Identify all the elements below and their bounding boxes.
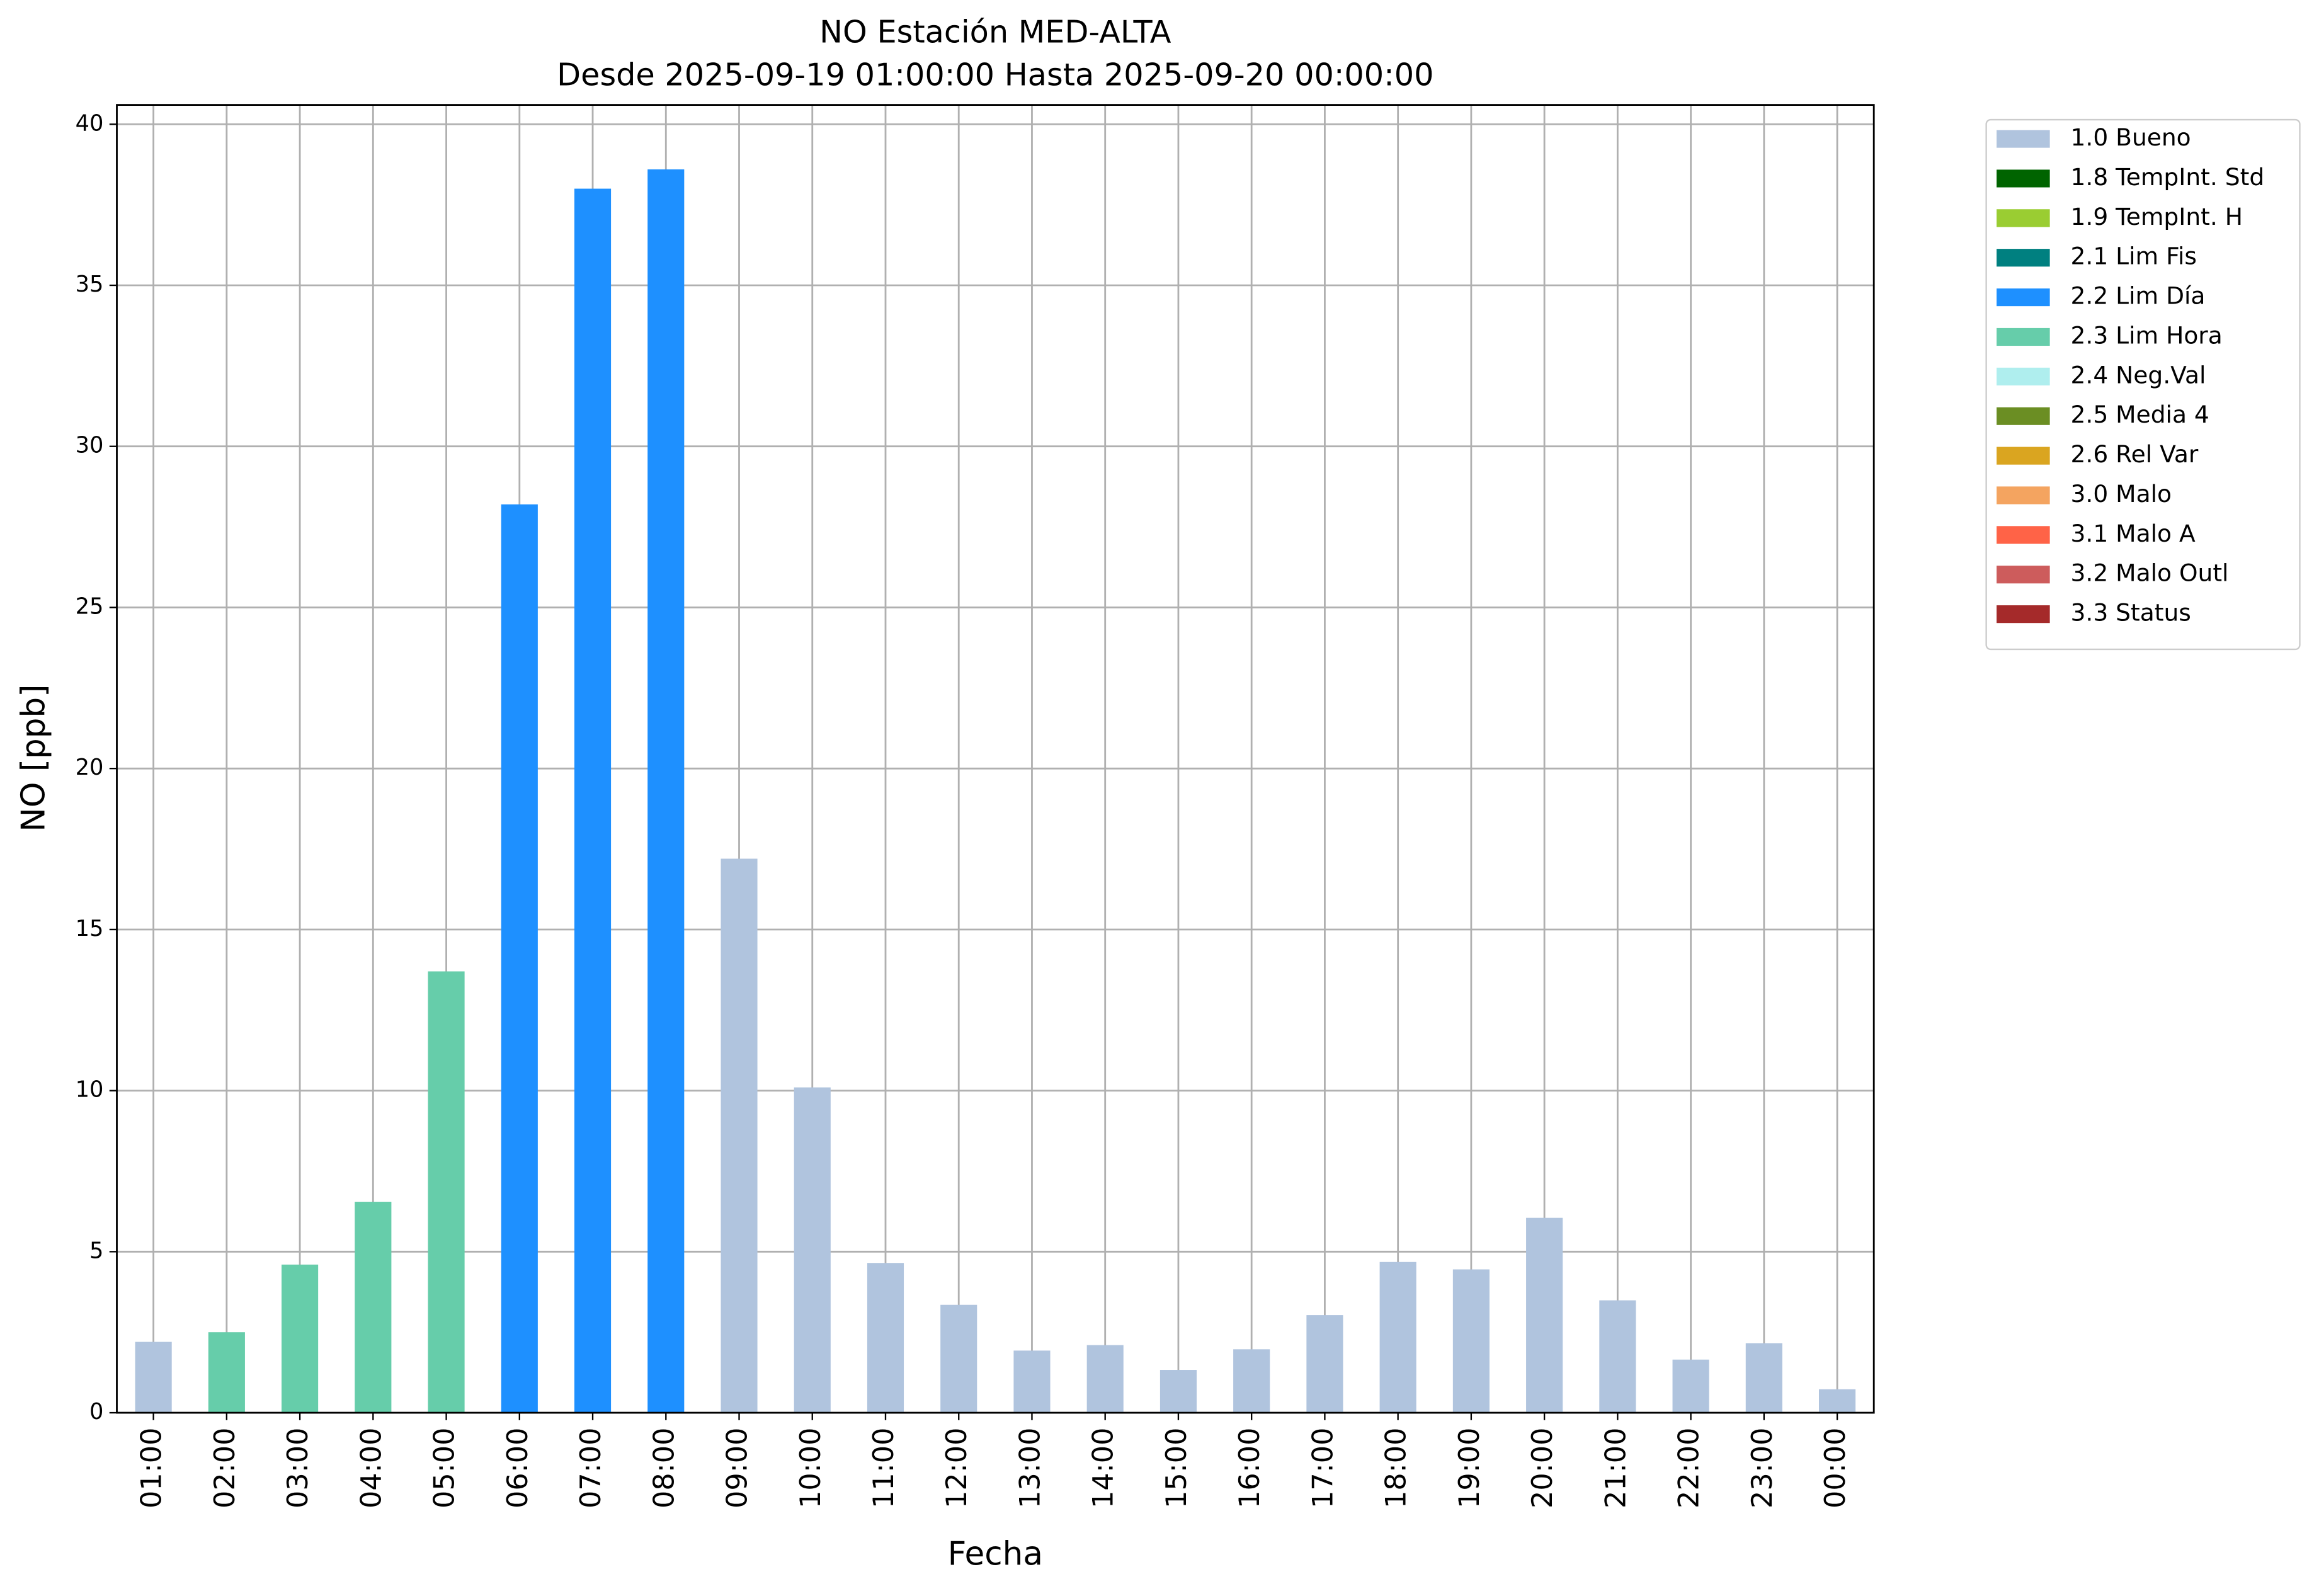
- bar: [135, 1342, 172, 1413]
- y-tick-label: 40: [76, 110, 104, 136]
- x-tick-label: 15:00: [1160, 1428, 1193, 1508]
- bar: [647, 169, 685, 1413]
- legend-label: 1.8 TempInt. Std: [2071, 163, 2265, 191]
- x-tick-label: 04:00: [355, 1428, 387, 1508]
- legend-swatch: [1997, 486, 2050, 504]
- legend-label: 3.0 Malo: [2071, 480, 2172, 508]
- legend-swatch: [1997, 249, 2050, 267]
- bar: [1160, 1370, 1197, 1413]
- legend-swatch: [1997, 367, 2050, 385]
- x-tick-label: 18:00: [1380, 1428, 1413, 1508]
- x-tick-label: 17:00: [1306, 1428, 1339, 1508]
- legend-label: 2.2 Lim Día: [2071, 282, 2206, 310]
- bar: [1013, 1350, 1051, 1413]
- y-tick-label: 5: [89, 1238, 103, 1263]
- x-tick-label: 00:00: [1819, 1428, 1852, 1508]
- x-tick-label: 09:00: [721, 1428, 754, 1508]
- legend-label: 3.3 Status: [2071, 599, 2191, 627]
- bar: [1672, 1359, 1709, 1413]
- legend-swatch: [1997, 169, 2050, 188]
- legend-swatch: [1997, 288, 2050, 307]
- bar: [574, 188, 612, 1413]
- legend-swatch: [1997, 526, 2050, 544]
- x-tick-label: 07:00: [574, 1428, 607, 1508]
- x-tick-label: 06:00: [501, 1428, 534, 1508]
- y-tick-label: 35: [76, 271, 104, 297]
- bar: [867, 1263, 904, 1413]
- x-tick-label: 08:00: [647, 1428, 680, 1508]
- x-tick-label: 10:00: [794, 1428, 827, 1508]
- x-tick-label: 16:00: [1233, 1428, 1266, 1508]
- bar: [1306, 1315, 1343, 1413]
- legend-label: 2.5 Media 4: [2071, 401, 2209, 428]
- plot-frame: [116, 104, 1875, 1414]
- x-axis-label: Fecha: [948, 1536, 1043, 1573]
- legend-label: 1.0 Bueno: [2071, 123, 2191, 151]
- bar: [721, 858, 758, 1413]
- legend-swatch: [1997, 566, 2050, 584]
- legend-swatch: [1997, 605, 2050, 624]
- legend-label: 1.9 TempInt. H: [2071, 203, 2243, 231]
- x-tick-label: 21:00: [1599, 1428, 1632, 1508]
- x-tick-label: 05:00: [428, 1428, 461, 1508]
- legend-box: [1985, 118, 2301, 651]
- y-axis-label: NO [ppb]: [14, 685, 52, 832]
- legend-label: 2.6 Rel Var: [2071, 440, 2199, 468]
- legend-label: 2.3 Lim Hora: [2071, 321, 2223, 349]
- legend-label: 2.1 Lim Fis: [2071, 242, 2197, 270]
- legend-swatch: [1997, 407, 2050, 425]
- x-tick-label: 14:00: [1087, 1428, 1120, 1508]
- bar: [208, 1332, 245, 1413]
- chart-title: NO Estación MED-ALTA: [819, 13, 1171, 50]
- y-tick-label: 15: [76, 916, 104, 942]
- x-tick-label: 20:00: [1526, 1428, 1559, 1508]
- legend-swatch: [1997, 328, 2050, 346]
- x-tick-label: 23:00: [1746, 1428, 1779, 1508]
- x-tick-label: 11:00: [867, 1428, 900, 1508]
- y-tick-label: 30: [76, 433, 104, 459]
- x-tick-label: 02:00: [208, 1428, 241, 1508]
- bar: [1745, 1343, 1782, 1413]
- x-tick-label: 19:00: [1453, 1428, 1486, 1508]
- bar: [1086, 1345, 1124, 1413]
- bar: [1526, 1217, 1563, 1413]
- legend-swatch: [1997, 130, 2050, 148]
- bar: [355, 1202, 392, 1413]
- bar: [1233, 1349, 1270, 1413]
- legend-swatch: [1997, 447, 2050, 465]
- y-tick-label: 20: [76, 755, 104, 780]
- bar: [1819, 1389, 1856, 1413]
- y-tick-label: 25: [76, 593, 104, 619]
- bar: [501, 504, 538, 1413]
- bar: [428, 971, 465, 1413]
- legend-label: 2.4 Neg.Val: [2071, 361, 2206, 389]
- x-tick-label: 22:00: [1673, 1428, 1706, 1508]
- legend-label: 3.1 Malo A: [2071, 520, 2196, 547]
- y-tick-label: 10: [76, 1077, 104, 1103]
- x-tick-label: 13:00: [1013, 1428, 1046, 1508]
- bar: [1599, 1300, 1636, 1413]
- legend-label: 3.2 Malo Outl: [2071, 559, 2229, 587]
- x-tick-label: 01:00: [135, 1428, 168, 1508]
- bar: [1379, 1262, 1416, 1413]
- bar: [282, 1264, 319, 1413]
- bar: [1452, 1269, 1490, 1413]
- bar: [940, 1304, 977, 1413]
- y-tick-label: 0: [89, 1399, 103, 1425]
- x-tick-label: 12:00: [940, 1428, 973, 1508]
- legend-swatch: [1997, 209, 2050, 227]
- x-tick-label: 03:00: [282, 1428, 314, 1508]
- bar: [794, 1087, 831, 1413]
- chart-subtitle: Desde 2025-09-19 01:00:00 Hasta 2025-09-…: [557, 57, 1433, 93]
